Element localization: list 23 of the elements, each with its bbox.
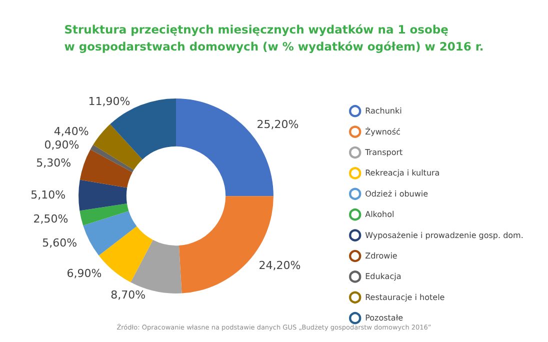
legend-label: Rachunki (365, 106, 402, 116)
data-label: 24,20% (258, 259, 301, 272)
data-label: 5,30% (36, 156, 72, 170)
legend-label: Pozostałe (365, 314, 404, 323)
legend-label: Restauracje i hotele (365, 292, 445, 302)
legend-label: Alkohol (365, 210, 394, 220)
data-label: 6,90% (66, 267, 102, 280)
legend-label: Odzież i obuwie (365, 189, 428, 198)
data-label: 5,10% (30, 188, 66, 202)
data-label: 5,60% (42, 236, 78, 250)
legend-label: Zdrowie (365, 252, 398, 260)
data-label: 8,70% (110, 288, 146, 302)
legend-label: Wyposażenie i prowadzenie gosp. dom. (365, 230, 524, 240)
data-label: 0,90% (44, 138, 80, 152)
chart-title: Struktura przeciętnych miesięcznych wydatków na 1 osobę w gospodarstwach domowych (w % wydatków ogółem) w 2016 r. (64, 22, 484, 54)
legend-label: Żywność (365, 126, 400, 136)
legend-label: Edukacja (365, 272, 402, 282)
data-label: 4,40% (54, 124, 89, 138)
data-label: 2,50% (33, 212, 68, 226)
legend-label: Transport (364, 148, 403, 157)
legend-label: Rekreacja i kultura (365, 168, 440, 178)
data-label: 25,20% (256, 118, 299, 131)
data-label: 11,90% (88, 94, 130, 108)
